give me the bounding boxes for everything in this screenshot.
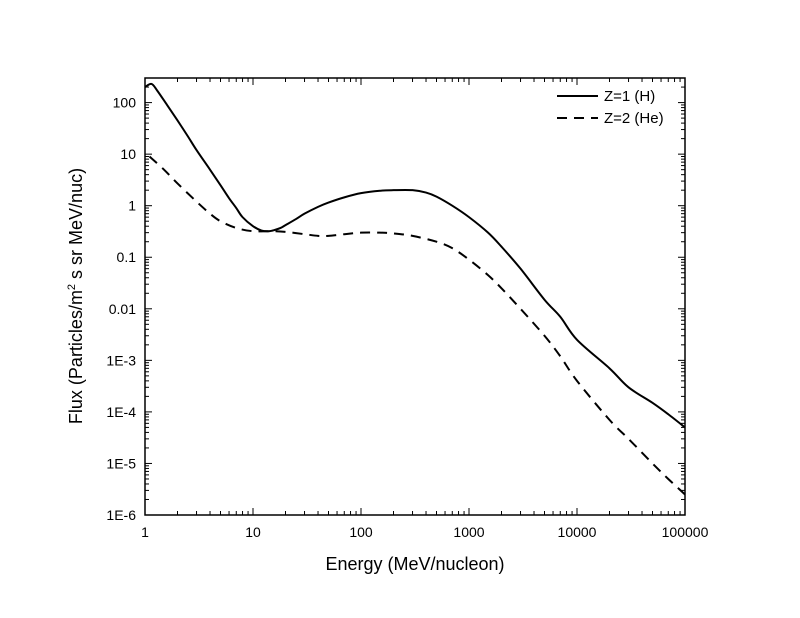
y-axis-label: Flux (Particles/m2 s sr MeV/nuc) — [66, 168, 86, 424]
x-tick-label: 10000 — [558, 524, 597, 540]
x-tick-label: 100 — [349, 524, 373, 540]
y-axis-label-main: Flux (Particles/m — [66, 290, 86, 424]
y-axis-label-superscript: 2 — [66, 284, 78, 290]
ticks-group — [144, 77, 686, 516]
plot-frame — [144, 77, 686, 516]
y-tick-label: 10 — [120, 146, 136, 162]
y-tick-label: 1 — [128, 198, 136, 214]
legend-label: Z=2 (He) — [604, 110, 664, 127]
x-tick-label: 100000 — [662, 524, 709, 540]
y-axis-label-rest: s sr MeV/nuc) — [66, 168, 86, 284]
series-line-hydrogen — [144, 82, 686, 429]
y-tick-label: 100 — [113, 95, 137, 111]
plot-frame-group — [144, 77, 686, 516]
series-group — [144, 82, 686, 496]
legend-label: Z=1 (H) — [604, 88, 655, 105]
x-tick-label: 1 — [141, 524, 149, 540]
y-tick-label: 1E-5 — [106, 455, 136, 471]
y-tick-label: 1E-6 — [106, 507, 136, 523]
tick-labels-group: 1 10 100 1000 10000 100000 1E-6 1E-5 1E-4 1E-3 0.0… — [106, 95, 708, 540]
x-tick-label: 1000 — [453, 524, 484, 540]
y-tick-label: 0.1 — [117, 249, 137, 265]
y-tick-label: 1E-4 — [106, 404, 136, 420]
y-tick-label: 0.01 — [109, 301, 136, 317]
x-axis-label: Energy (MeV/nucleon) — [325, 554, 504, 574]
legend: Z=1 (H) Z=2 (He) — [557, 88, 664, 127]
y-tick-label: 1E-3 — [106, 352, 136, 368]
series-line-helium — [148, 155, 686, 496]
x-tick-label: 10 — [245, 524, 261, 540]
